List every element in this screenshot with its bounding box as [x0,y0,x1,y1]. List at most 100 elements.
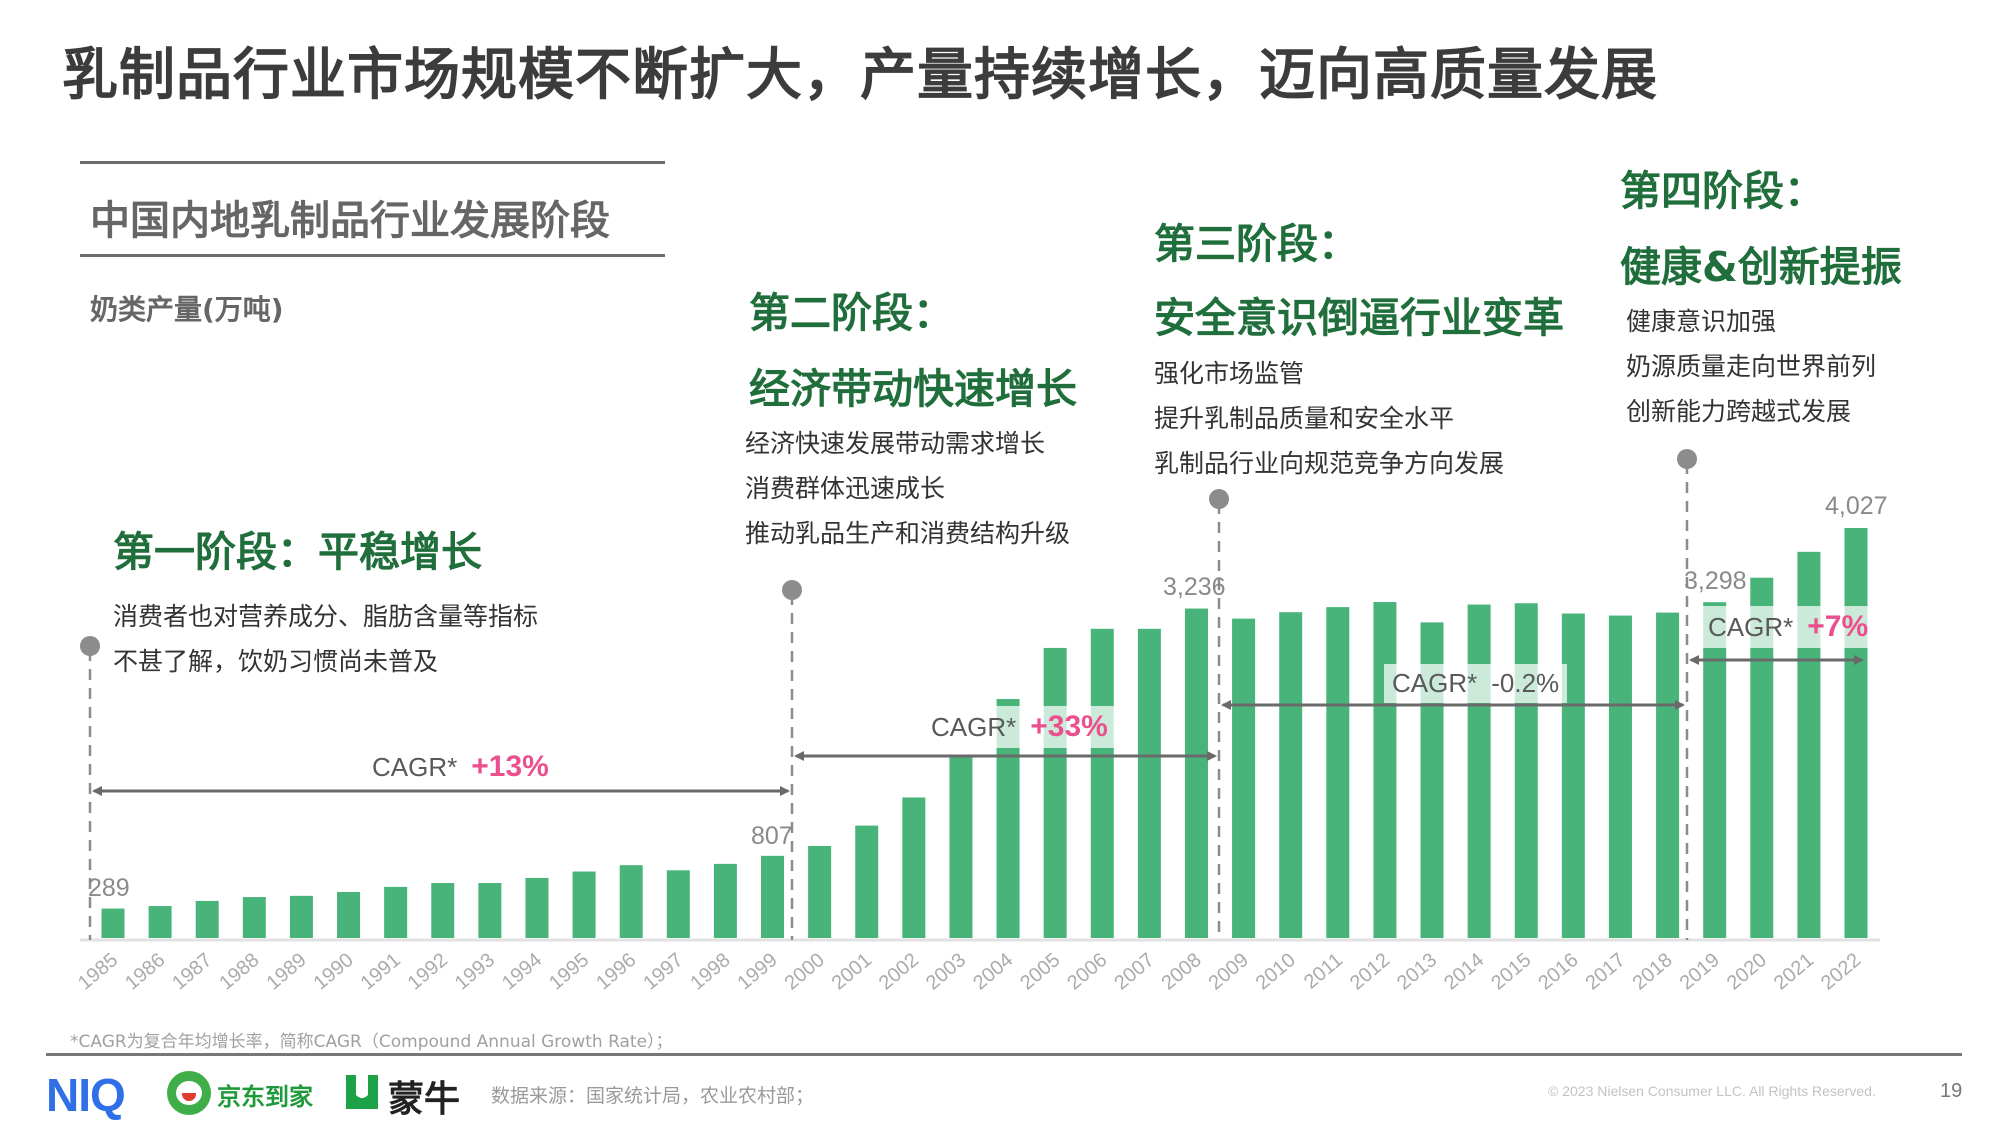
cagr-label-stage-4: CAGR* +7% [1700,606,1877,648]
stage-dividers [80,449,1697,940]
bar-2017 [1608,615,1632,938]
data-source: 数据来源：国家统计局，农业农村部； [491,1085,815,1107]
page-title: 乳制品行业市场规模不断扩大，产量持续增长，迈向高质量发展 [62,43,1658,108]
x-tick-label: 2008 [1157,949,1205,994]
section-title: 中国内地乳制品行业发展阶段 [90,198,610,244]
bar-1987 [195,900,219,938]
stage-4-desc: 创新能力跨越式发展 [1626,397,1852,426]
bar-1994 [525,877,549,938]
x-tick-label: 1987 [168,949,216,994]
data-label-2019: 3,298 [1684,567,1747,595]
x-tick-label: 1996 [592,949,640,994]
cagr-label-stage-2: CAGR* +33% [923,706,1116,748]
cagr-label-stage-3: CAGR* -0.2% [1384,664,1568,703]
bar-2009 [1232,618,1256,938]
stage-2-desc: 推动乳品生产和消费结构升级 [745,519,1071,548]
cagr-value: +33% [1030,710,1108,743]
footnote: *CAGR为复合年均增长率，简称CAGR（Compound Annual Gro… [70,1032,673,1052]
bar-2000 [808,845,832,938]
x-tick-label: 2011 [1300,949,1347,994]
x-tick-label: 1999 [733,949,781,994]
stage-3-desc: 强化市场监管 [1154,359,1305,388]
bar-2002 [902,797,926,938]
x-tick-label: 2003 [922,949,970,994]
bar-2021 [1797,551,1821,938]
data-label-2022: 4,027 [1825,492,1888,520]
divider [80,254,665,257]
stage-2-subtitle: 经济带动快速增长 [749,365,1077,413]
cagr-value: +13% [471,750,549,783]
cagr-label-stage-1: CAGR* +13% [364,746,557,788]
bar-1997 [666,870,690,938]
x-tick-label: 1998 [686,949,734,994]
bar-1992 [431,883,455,938]
stage-2-desc: 消费群体迅速成长 [745,474,946,503]
y-axis-unit-label: 奶类产量(万吨) [90,293,284,326]
stage-3-desc: 提升乳制品质量和安全水平 [1154,404,1455,433]
x-tick-label: 1990 [310,949,358,994]
x-tick-label: 1988 [215,949,263,994]
bar-1991 [384,886,408,938]
page-number: 19 [1940,1080,1963,1102]
x-tick-label: 2002 [875,949,923,994]
jd-daojia-logo: 京东到家 [217,1083,313,1111]
stage-marker-4 [1677,449,1697,469]
stage-4-desc: 健康意识加强 [1626,307,1777,336]
x-tick-label: 2016 [1534,949,1582,994]
x-tick-label: 2007 [1110,949,1158,994]
x-tick-label: 1994 [498,949,546,994]
jd-mascot-icon [167,1071,211,1115]
stage-2-desc: 经济快速发展带动需求增长 [745,429,1046,458]
x-tick-label: 1993 [451,949,499,994]
bar-2001 [855,825,879,938]
bar-1986 [148,906,172,938]
x-tick-label: 2004 [969,949,1017,994]
bar-2007 [1137,628,1161,938]
stage-3-subtitle: 安全意识倒逼行业变革 [1154,294,1564,342]
cagr-text: CAGR* [1392,668,1478,698]
bar-2008 [1184,608,1208,938]
stage-1-desc: 消费者也对营养成分、脂肪含量等指标 [113,602,539,631]
cagr-arrows [92,655,1864,796]
bar-1995 [572,871,596,938]
data-label-2008: 3,236 [1163,573,1226,601]
stage-4-desc: 奶源质量走向世界前列 [1626,352,1877,381]
bar-1988 [242,897,266,938]
bar-2010 [1279,612,1303,938]
mengniu-logo: 蒙牛 [388,1079,461,1120]
stage-1-desc: 不甚了解，饮奶习惯尚未普及 [113,647,439,676]
x-tick-label: 2015 [1487,949,1535,994]
bar-2006 [1090,628,1114,938]
stage-marker-1 [80,636,100,656]
bar-2014 [1467,604,1491,938]
stage-3-title: 第三阶段： [1154,220,1359,268]
stage-marker-2 [782,580,802,600]
bar-1989 [289,895,313,938]
bar-2012 [1373,602,1397,938]
data-label-1985: 289 [88,874,130,902]
x-tick-label: 1991 [357,949,405,994]
x-tick-label: 1992 [404,949,452,994]
x-tick-label: 1986 [121,949,169,994]
bar-2011 [1326,607,1350,938]
x-tick-label: 1989 [262,949,310,994]
bar-2003 [949,755,973,938]
x-tick-label: 2020 [1723,949,1771,994]
stage-4-subtitle: 健康&创新提振 [1620,243,1902,291]
x-tick-label: 2005 [1016,949,1064,994]
footer-divider [46,1053,1962,1056]
bar-2015 [1514,603,1538,938]
divider [80,161,665,164]
stage-1-title: 第一阶段：平稳增长 [113,528,482,576]
x-tick-label: 2019 [1676,949,1724,994]
x-tick-label: 1985 [74,949,122,994]
bar-1996 [619,865,643,938]
x-tick-label: 2001 [828,949,876,994]
bar-1999 [761,855,785,938]
stage-marker-3 [1209,489,1229,509]
bar-2019 [1703,602,1727,938]
bar-2018 [1656,612,1680,938]
bar-1990 [337,891,361,938]
niq-logo: NIQ [46,1069,126,1121]
x-tick-label: 1997 [639,949,687,994]
